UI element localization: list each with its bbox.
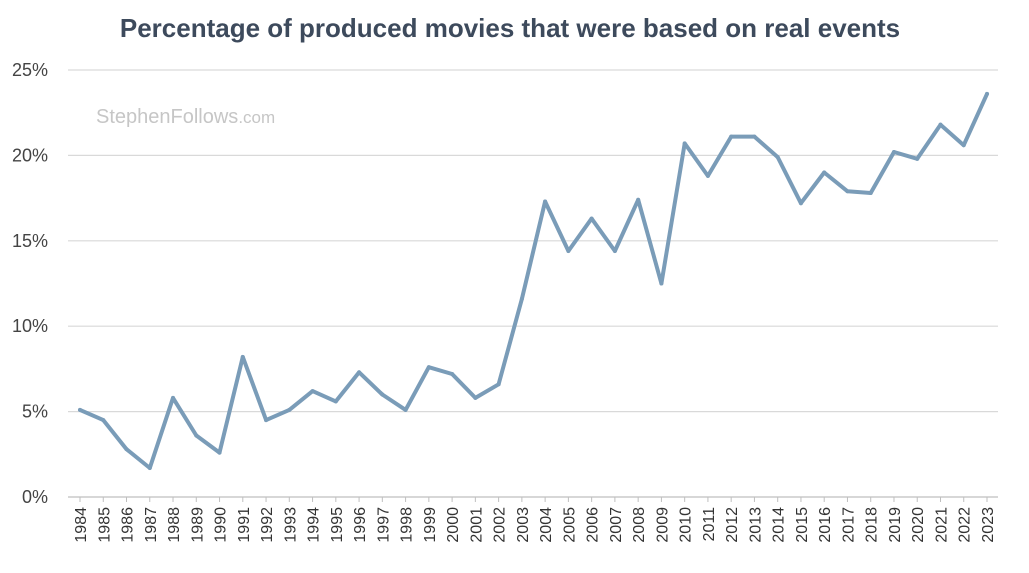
x-tick-label: 2021 [933,507,950,543]
x-axis-ticks: 1984 1985 1986 1987 1988 1989 1990 1991 1992 1993… [73,497,997,543]
data-point [729,134,734,139]
data-point [659,281,664,286]
data-point [775,155,780,160]
data-point [101,418,106,423]
data-point [682,141,687,146]
data-point [519,296,524,301]
data-point [891,149,896,154]
y-axis-ticks: 0% 5% 10% 15% 20% 25% [12,60,48,507]
data-point [357,370,362,375]
y-tick-label: 25% [12,60,48,80]
watermark: StephenFollows.com [96,106,275,128]
data-point [426,365,431,370]
x-tick-label: 2006 [585,507,602,543]
data-point [822,170,827,175]
x-tick-label: 2003 [515,507,532,543]
x-tick-label: 1993 [282,507,299,543]
data-point [310,389,315,394]
watermark-main-text: StephenFollows [96,106,238,128]
x-tick-label: 2014 [771,507,788,543]
data-point [264,418,269,423]
data-point [705,173,710,178]
x-tick-label: 1985 [96,507,113,543]
y-tick-label: 0% [22,487,48,507]
x-tick-label: 1990 [213,507,230,543]
y-tick-label: 5% [22,402,48,422]
x-tick-label: 2020 [910,507,927,543]
data-point [333,399,338,404]
data-point [217,450,222,455]
data-point [566,249,571,254]
data-point [147,465,152,470]
data-point [543,199,548,204]
x-tick-label: 2013 [747,507,764,543]
x-tick-label: 1995 [329,507,346,543]
x-tick-label: 2017 [840,507,857,543]
x-tick-label: 1988 [166,507,183,543]
data-point [124,447,129,452]
data-point [78,407,82,412]
data-point [194,433,199,438]
x-tick-label: 2016 [817,507,834,543]
y-tick-label: 15% [12,231,48,251]
x-tick-label: 2008 [631,507,648,543]
x-tick-label: 1986 [120,507,137,543]
x-tick-label: 2009 [654,507,671,543]
x-tick-label: 2023 [980,507,997,543]
data-point [287,407,292,412]
x-tick-label: 2004 [538,507,555,543]
data-point [473,395,478,400]
data-point [915,156,920,161]
x-tick-label: 2018 [864,507,881,543]
series-line [78,91,989,470]
x-tick-label: 1998 [399,507,416,543]
x-tick-label: 2015 [794,507,811,543]
x-tick-label: 1997 [375,507,392,543]
data-point [868,190,873,195]
x-tick-label: 2001 [468,507,485,543]
data-point [612,249,617,254]
x-tick-label: 1999 [422,507,439,543]
x-tick-label: 2010 [678,507,695,543]
x-tick-label: 2000 [445,507,462,543]
x-tick-label: 2007 [608,507,625,543]
x-tick-label: 2011 [701,507,718,542]
data-point [798,201,803,206]
data-point [845,189,850,194]
watermark-suffix-text: .com [238,108,275,127]
data-point [636,197,641,202]
data-point [240,354,245,359]
data-point [403,407,408,412]
data-point [938,122,943,127]
x-tick-label: 1992 [259,507,276,543]
chart-title: Percentage of produced movies that were … [120,13,900,43]
data-point [752,134,757,139]
data-point [985,91,989,96]
y-tick-label: 20% [12,145,48,165]
data-point [380,392,385,397]
x-tick-label: 1991 [236,507,253,543]
x-tick-label: 2019 [887,507,904,543]
x-tick-label: 1989 [189,507,206,543]
y-tick-label: 10% [12,316,48,336]
data-point [450,372,455,377]
data-point [589,216,594,221]
series-layer [78,91,989,470]
x-tick-label: 2002 [492,507,509,543]
data-point [171,395,176,400]
x-tick-label: 1996 [352,507,369,543]
data-point [496,382,501,387]
x-tick-label: 2012 [724,507,741,543]
x-tick-label: 1994 [306,507,323,543]
gridlines [68,69,998,498]
x-tick-label: 2005 [561,507,578,543]
x-tick-label: 1987 [143,507,160,543]
data-point [961,143,966,148]
x-tick-label: 2022 [957,507,974,543]
x-tick-label: 1984 [73,507,90,543]
